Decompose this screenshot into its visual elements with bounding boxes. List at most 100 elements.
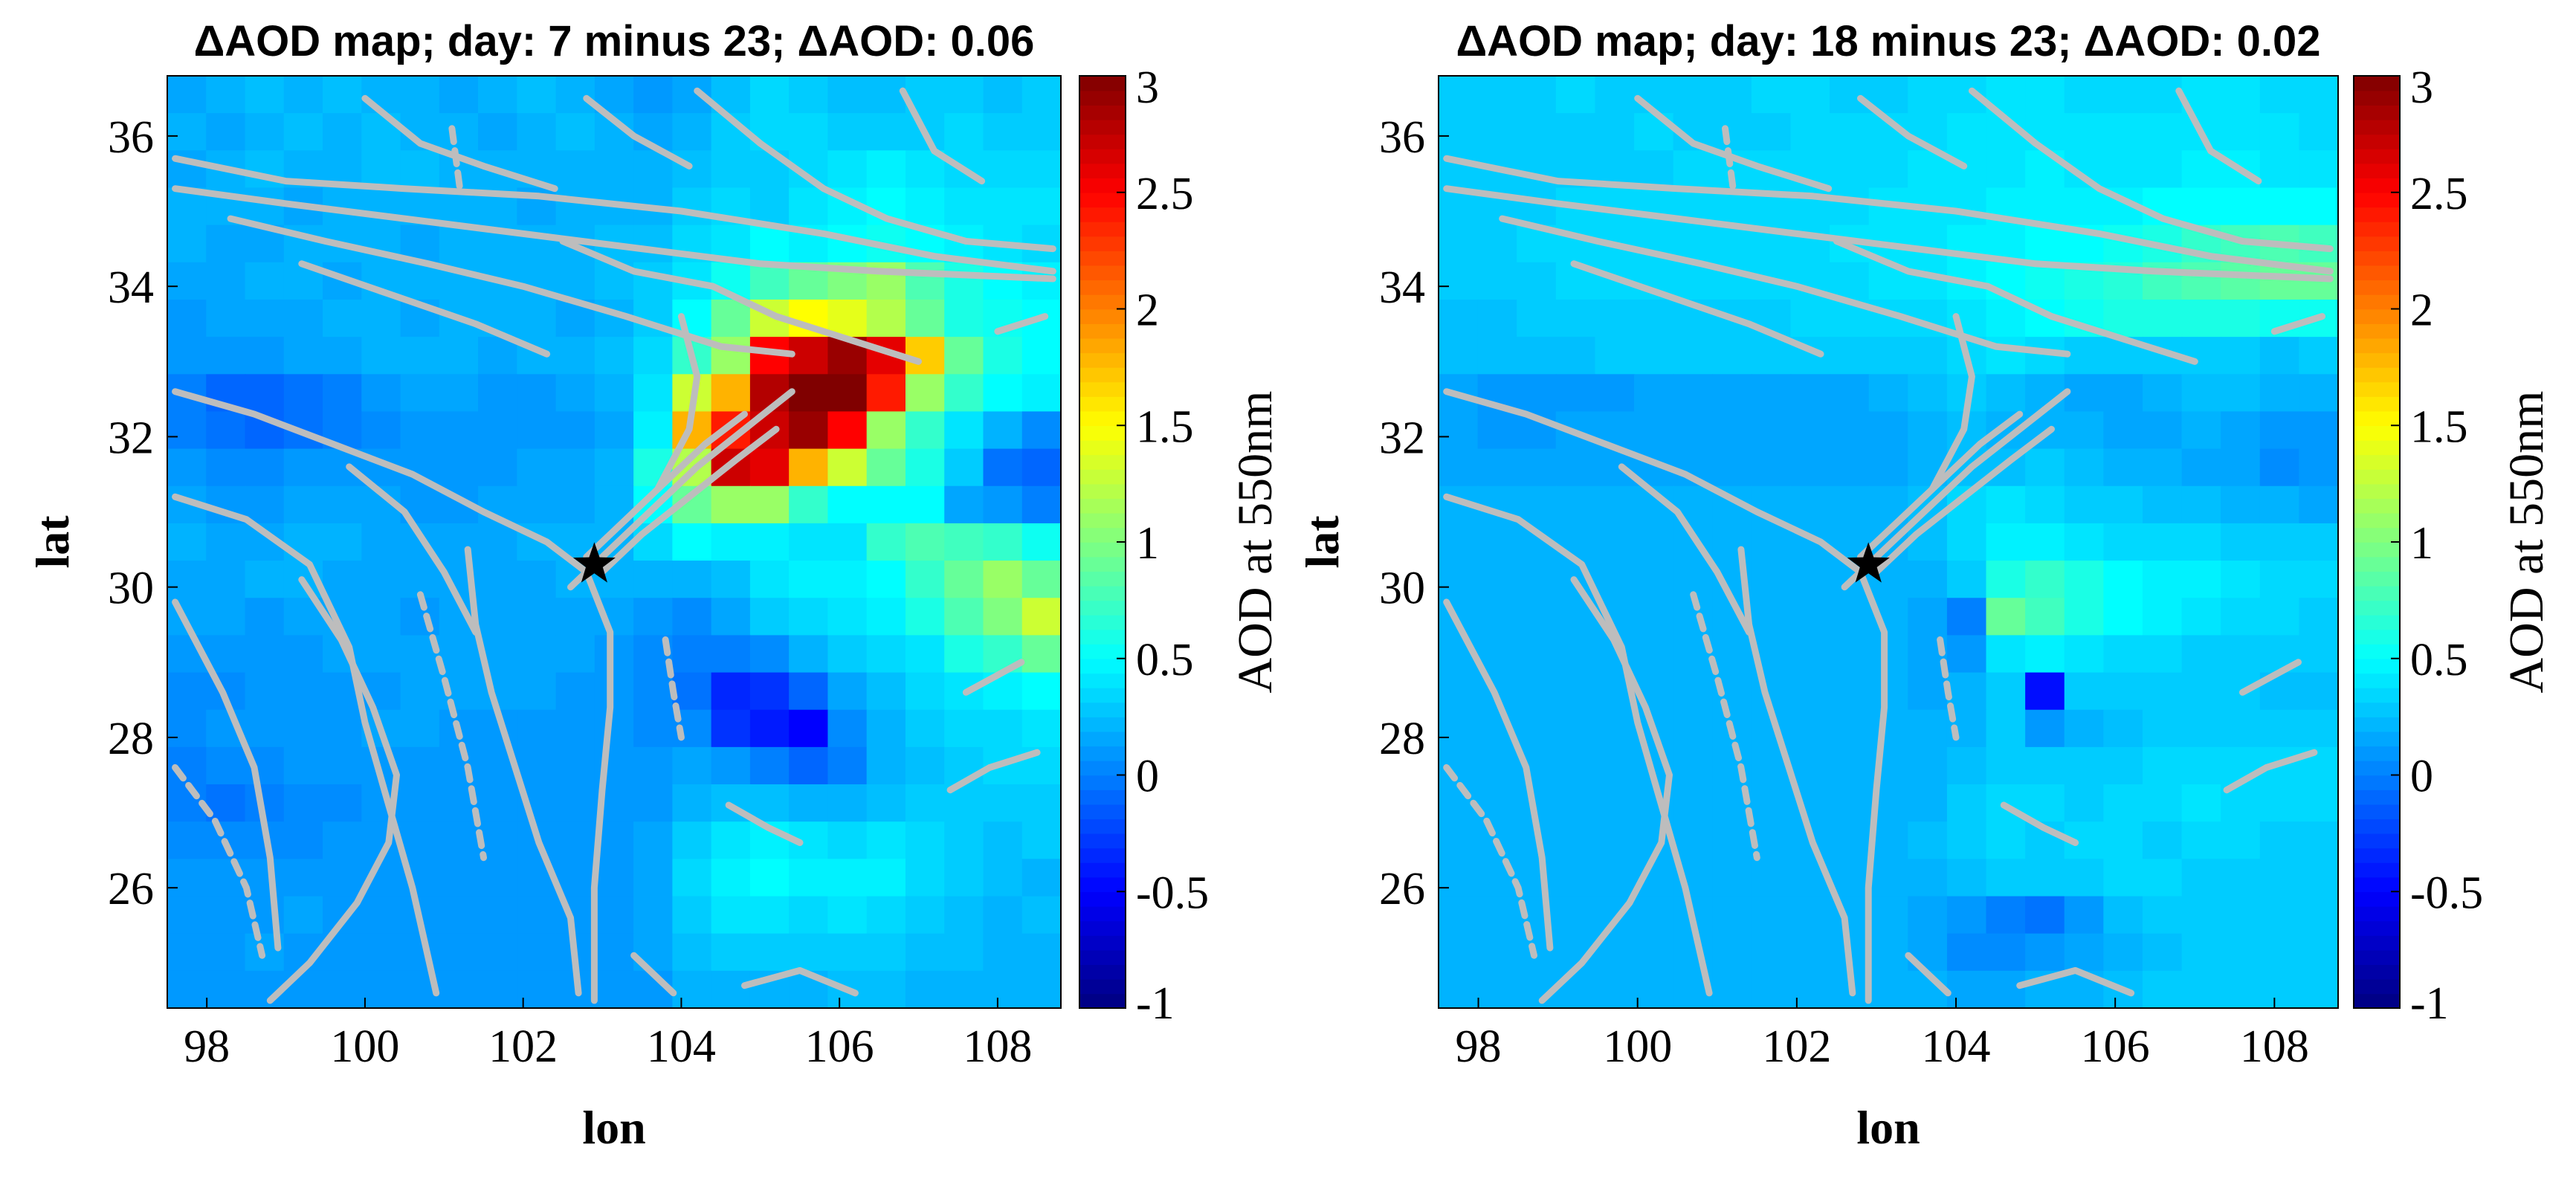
heat-cell <box>2221 411 2261 450</box>
heat-cell <box>633 672 674 711</box>
heat-cell <box>2299 448 2339 487</box>
heat-cell <box>2259 411 2300 450</box>
heat-cell <box>983 374 1023 413</box>
heat-cell <box>1517 187 1557 226</box>
heat-cell <box>1790 635 1830 674</box>
heat-cell <box>283 337 323 375</box>
heat-cell <box>439 896 479 934</box>
heat-cell <box>711 374 751 413</box>
heat-cell <box>789 485 829 524</box>
colorbar-segment <box>1079 294 1126 310</box>
x-tick-label: 100 <box>1603 1021 1672 1072</box>
heat-cell <box>944 598 984 636</box>
heat-cell <box>672 784 712 822</box>
heat-cell <box>1555 448 1596 487</box>
fault-line <box>172 185 1056 282</box>
heat-cell <box>672 896 712 934</box>
fault-line <box>266 576 400 1004</box>
heat-cell <box>2299 485 2339 524</box>
heat-cell <box>2103 709 2143 748</box>
heat-cell <box>1751 561 1792 599</box>
heat-cell <box>1595 859 1635 897</box>
heat-cell <box>905 337 946 375</box>
heat-cell <box>1986 485 2026 524</box>
fault-line <box>1928 313 1975 493</box>
heat-cell <box>400 933 440 972</box>
heat-cell <box>2299 374 2339 413</box>
heat-cell <box>2181 784 2221 822</box>
heat-cell <box>2064 374 2105 413</box>
heat-cell <box>283 821 323 860</box>
heat-cell <box>478 374 518 413</box>
heat-cell <box>1555 374 1596 413</box>
heat-cell <box>672 598 712 636</box>
heat-cell <box>827 411 868 450</box>
heat-cell <box>1946 187 1987 226</box>
colorbar-segment <box>2354 396 2400 412</box>
heat-cell <box>361 523 401 561</box>
heat-cell <box>2025 225 2065 263</box>
heat-cell <box>1021 337 1062 375</box>
colorbar-segment <box>1079 119 1126 135</box>
heat-cell <box>1751 411 1792 450</box>
heat-cell <box>1946 859 1987 897</box>
heat-cell <box>1021 896 1062 934</box>
y-tick-label: 26 <box>1379 864 1425 914</box>
heat-cell <box>2103 821 2143 860</box>
heat-cell <box>2142 374 2183 413</box>
colorbar-segment <box>2354 978 2400 995</box>
heat-cell <box>1634 299 1674 338</box>
heat-cell <box>2181 262 2221 300</box>
heat-cell <box>283 485 323 524</box>
heat-cell <box>1946 746 1987 785</box>
heat-cell <box>1021 374 1062 413</box>
x-tick-label: 98 <box>1456 1021 1502 1072</box>
heat-cell <box>2181 187 2221 226</box>
heat-cell <box>167 113 207 152</box>
colorbar-segment <box>1079 673 1126 688</box>
heat-cell <box>323 485 363 524</box>
heat-cell <box>2103 299 2143 338</box>
heat-cell <box>1986 523 2026 561</box>
heat-cell <box>283 76 323 114</box>
heat-cell <box>1555 709 1596 748</box>
heat-cell <box>206 561 246 599</box>
heat-cell <box>711 709 751 748</box>
heat-cell <box>594 896 634 934</box>
fault-line <box>1443 598 1554 952</box>
heat-cell <box>2025 598 2065 636</box>
heat-cell <box>323 374 363 413</box>
heat-cell <box>866 746 906 785</box>
heat-cell <box>1908 933 1948 972</box>
heat-cell <box>400 821 440 860</box>
colorbar-segment <box>2354 192 2400 208</box>
colorbar-segment <box>1079 629 1126 645</box>
colorbar-tick-label: 2.5 <box>2410 169 2468 219</box>
heat-cell <box>827 76 868 114</box>
y-tick-label: 28 <box>108 714 154 764</box>
x-tick-label: 104 <box>1922 1021 1991 1072</box>
heat-cell <box>944 448 984 487</box>
colorbar-segment <box>2354 323 2400 339</box>
heat-cell <box>944 113 984 152</box>
heat-cell <box>1439 411 1479 450</box>
heat-cell <box>1986 933 2026 972</box>
heat-cell <box>866 859 906 897</box>
colorbar-segment <box>1079 105 1126 120</box>
heat-cell <box>2103 746 2143 785</box>
heat-cell <box>1021 448 1062 487</box>
heat-cell <box>517 374 557 413</box>
heat-cell <box>905 411 946 450</box>
y-tick-label: 30 <box>108 564 154 614</box>
heat-cell <box>2025 672 2065 711</box>
heat-cell <box>167 262 207 300</box>
heat-cell <box>2299 933 2339 972</box>
heat-cell <box>2259 523 2300 561</box>
right-y-axis-label: lat <box>1296 515 1349 569</box>
heat-cell <box>1634 411 1674 450</box>
heat-cell <box>827 374 868 413</box>
heat-cell <box>439 374 479 413</box>
right-x-ticks: 98 100 102 104 106 108 <box>1456 998 2309 1072</box>
colorbar-segment <box>1079 687 1126 703</box>
heat-cell <box>1477 561 1518 599</box>
